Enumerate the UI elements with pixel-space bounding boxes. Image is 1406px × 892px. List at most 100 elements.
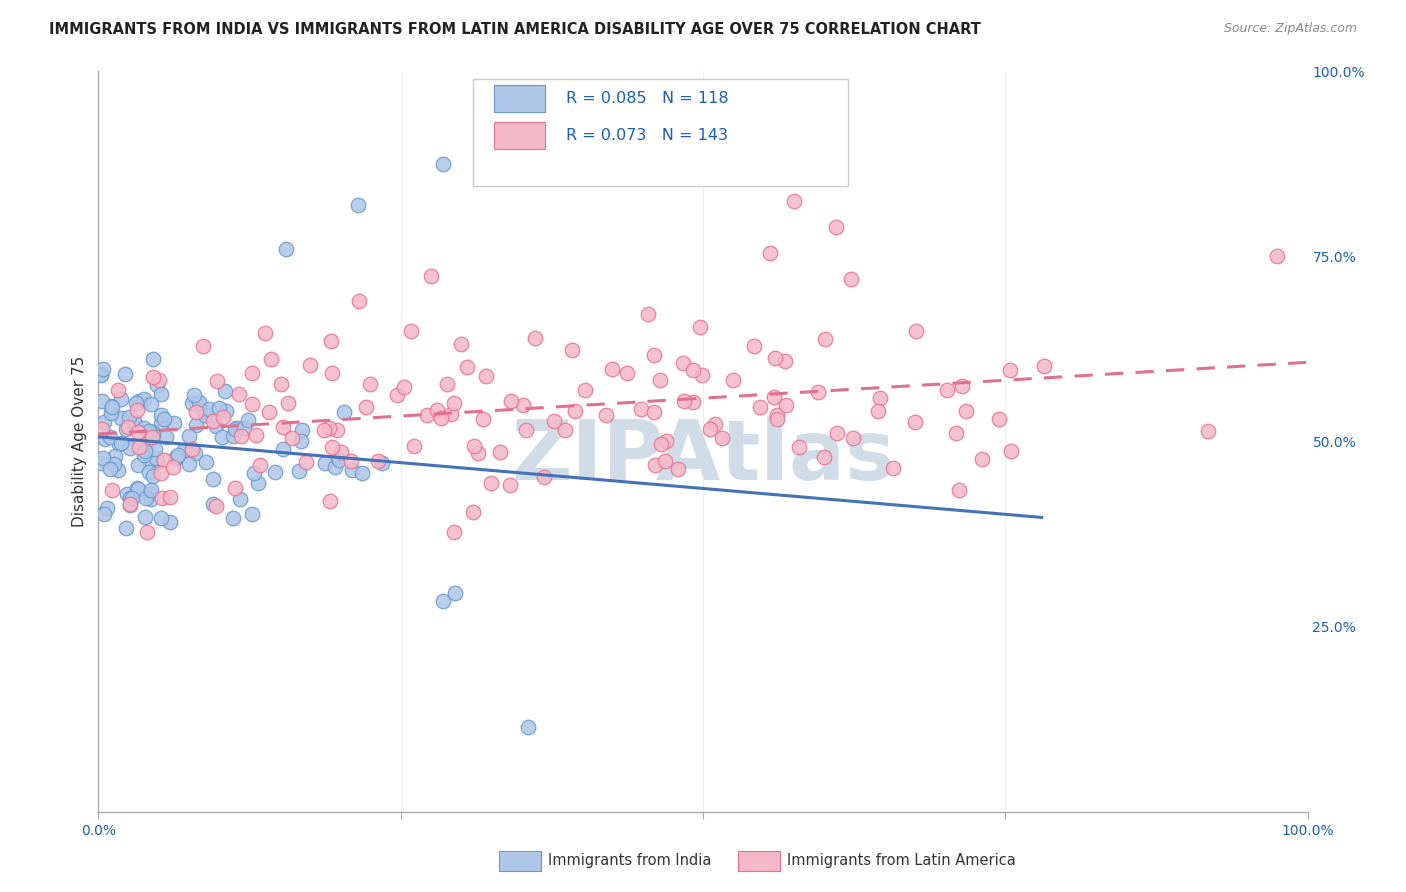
Point — [392, 380, 415, 394]
Point — [765, 408, 787, 422]
Point — [114, 422, 136, 436]
Point — [515, 423, 537, 437]
Point — [153, 411, 176, 425]
Point — [150, 386, 173, 401]
Point — [399, 324, 422, 338]
Point — [91, 450, 114, 465]
Text: IMMIGRANTS FROM INDIA VS IMMIGRANTS FROM LATIN AMERICA DISABILITY AGE OVER 75 CO: IMMIGRANTS FROM INDIA VS IMMIGRANTS FROM… — [49, 22, 981, 37]
Point — [554, 423, 576, 437]
Point — [637, 307, 659, 321]
Point — [150, 408, 173, 422]
Point — [430, 411, 453, 425]
Point — [367, 454, 389, 468]
Point — [323, 460, 346, 475]
Point — [699, 422, 721, 436]
Point — [205, 374, 228, 388]
Point — [110, 392, 132, 406]
Point — [107, 463, 129, 477]
Point — [134, 436, 156, 450]
Point — [456, 360, 478, 375]
Point — [682, 363, 704, 377]
Point — [193, 339, 215, 353]
FancyBboxPatch shape — [494, 86, 544, 112]
Point — [165, 450, 187, 464]
Point — [159, 490, 181, 504]
Point — [184, 405, 207, 419]
Point — [135, 491, 157, 506]
Text: Source: ZipAtlas.com: Source: ZipAtlas.com — [1223, 22, 1357, 36]
Point — [242, 507, 264, 521]
Point — [668, 462, 690, 476]
Point — [184, 417, 207, 432]
Point — [224, 481, 246, 495]
Point — [595, 408, 617, 422]
Point — [825, 219, 848, 234]
Point — [314, 456, 336, 470]
Point — [1000, 363, 1022, 377]
Point — [704, 417, 727, 431]
Point — [142, 427, 165, 442]
Point — [104, 449, 127, 463]
Point — [139, 487, 162, 501]
Point — [165, 451, 187, 466]
Point — [955, 404, 977, 418]
Point — [291, 423, 314, 437]
Point — [149, 511, 172, 525]
Point — [90, 456, 112, 470]
Point — [139, 397, 162, 411]
Point — [98, 462, 121, 476]
Point — [91, 422, 114, 436]
Point — [644, 458, 666, 472]
Point — [247, 475, 270, 490]
Point — [139, 483, 162, 497]
Point — [479, 475, 502, 490]
Point — [347, 294, 370, 309]
Point — [936, 383, 959, 397]
Point — [321, 440, 343, 454]
Point — [561, 343, 583, 358]
Text: ZIPAtlas: ZIPAtlas — [510, 416, 896, 497]
Point — [444, 586, 467, 600]
Point — [249, 458, 271, 473]
Point — [600, 361, 623, 376]
Point — [475, 368, 498, 383]
Point — [806, 384, 828, 399]
Point — [100, 399, 122, 413]
Point — [416, 408, 439, 422]
Point — [122, 414, 145, 428]
Point — [326, 423, 349, 437]
Point — [654, 454, 676, 468]
Point — [138, 424, 160, 438]
Point — [650, 373, 672, 387]
Point — [347, 197, 370, 211]
Point — [134, 443, 156, 458]
Point — [672, 356, 695, 370]
Point — [643, 348, 665, 362]
Point — [499, 478, 522, 492]
Point — [904, 324, 927, 338]
Point — [110, 435, 132, 450]
Point — [1197, 424, 1219, 438]
Point — [472, 412, 495, 426]
Point — [371, 456, 394, 470]
Point — [1000, 444, 1022, 458]
Point — [163, 416, 186, 430]
Point — [132, 392, 155, 406]
Point — [121, 491, 143, 505]
Point — [150, 416, 173, 430]
Point — [467, 445, 489, 459]
Point — [211, 410, 233, 425]
Point — [533, 469, 555, 483]
FancyBboxPatch shape — [494, 122, 544, 149]
Point — [114, 521, 136, 535]
Point — [690, 368, 713, 382]
Point — [443, 396, 465, 410]
Point — [682, 395, 704, 409]
Point — [228, 386, 250, 401]
Point — [173, 442, 195, 457]
Point — [277, 395, 299, 409]
Point — [134, 509, 156, 524]
Point — [127, 458, 149, 472]
Point — [749, 400, 772, 414]
Point — [125, 481, 148, 495]
